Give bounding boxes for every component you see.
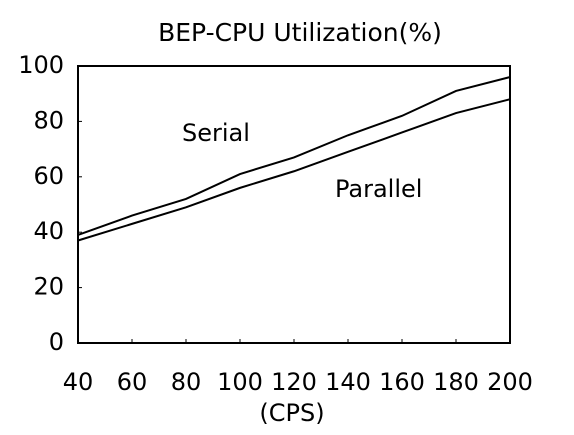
y-tick-label: 80 [33, 106, 64, 134]
x-tick-label: 80 [171, 368, 202, 396]
x-tick-label: 140 [325, 368, 371, 396]
y-tick-label: 60 [33, 162, 64, 190]
y-tick-label: 40 [33, 217, 64, 245]
series-line [77, 98, 511, 242]
chart-title: BEP-CPU Utilization(%) [158, 18, 442, 47]
x-axis-label: (CPS) [259, 399, 324, 427]
x-tick-label: 180 [433, 368, 479, 396]
x-tick-label: 160 [379, 368, 425, 396]
x-tick-label: 40 [63, 368, 94, 396]
x-tick-label: 100 [217, 368, 263, 396]
series-line [77, 76, 511, 236]
series-label: Parallel [335, 175, 422, 203]
x-tick-label: 120 [271, 368, 317, 396]
y-tick-label: 0 [49, 328, 64, 356]
x-tick-label: 60 [117, 368, 148, 396]
series-label: Serial [182, 119, 250, 147]
x-tick-label: 200 [487, 368, 533, 396]
y-tick-label: 20 [33, 273, 64, 301]
y-tick-label: 100 [18, 51, 64, 79]
plot-frame [77, 65, 511, 344]
